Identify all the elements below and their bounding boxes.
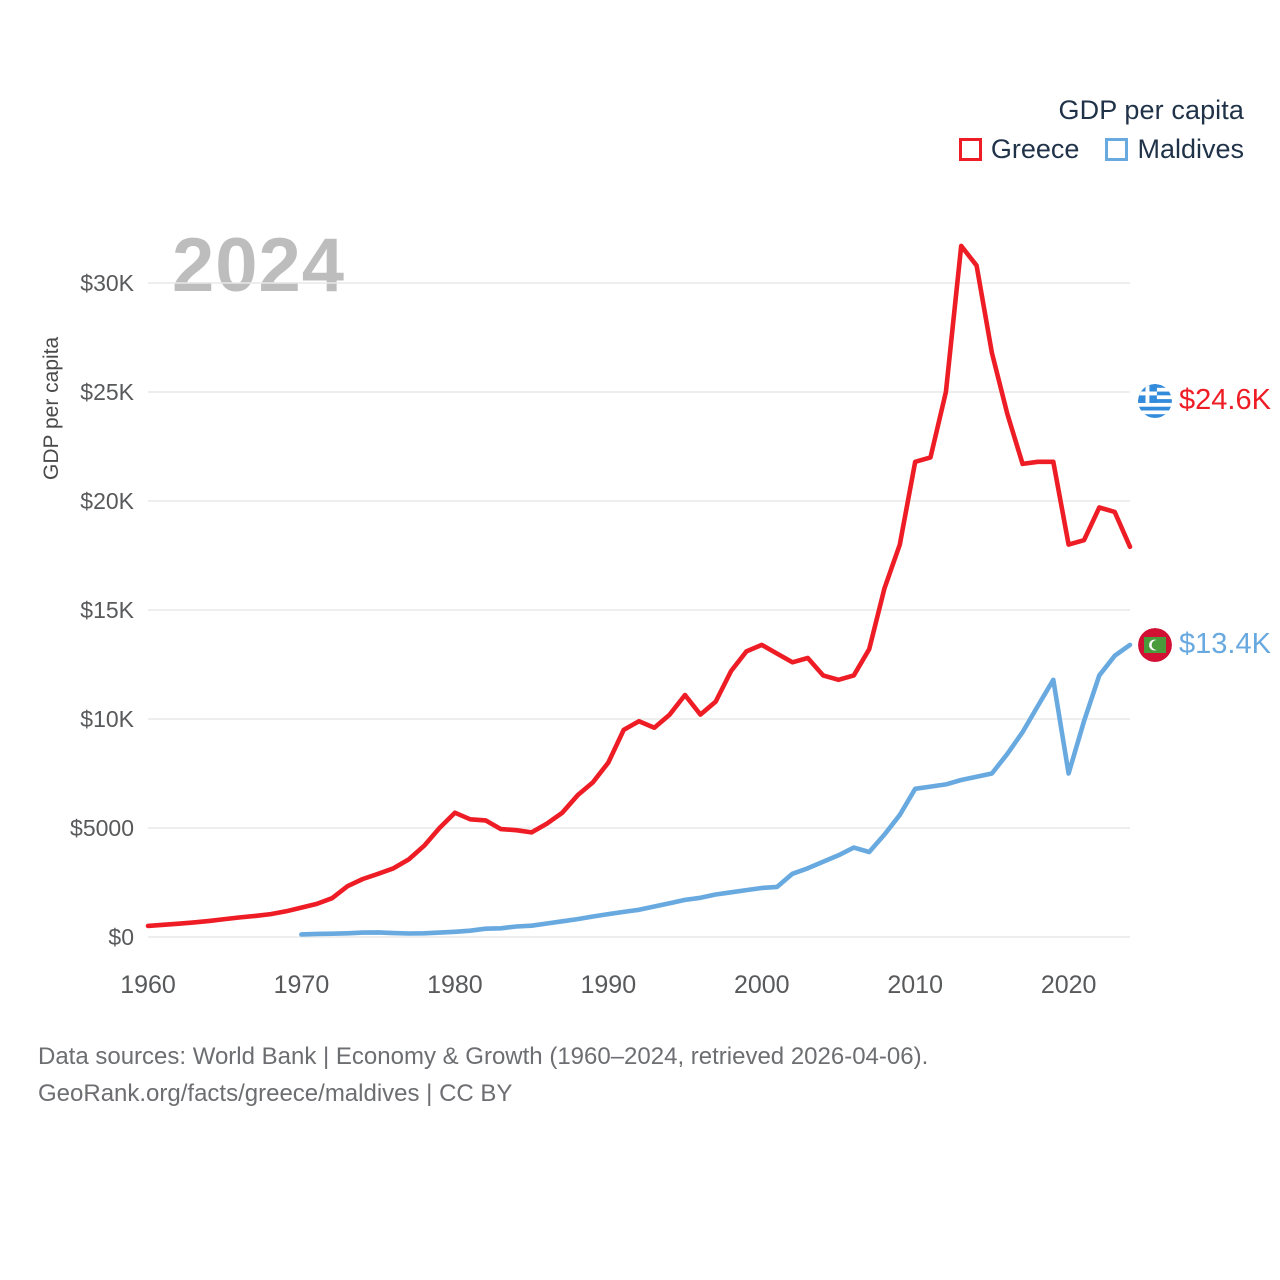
year-watermark: 2024 <box>172 223 346 308</box>
svg-text:2010: 2010 <box>887 971 943 999</box>
footer-line-2: GeoRank.org/facts/greece/maldives | CC B… <box>38 1080 513 1108</box>
svg-text:$20K: $20K <box>80 488 134 514</box>
legend-title: GDP per capita <box>1058 95 1244 125</box>
svg-text:2020: 2020 <box>1041 971 1097 999</box>
legend-items: Greece Maldives <box>958 133 1244 164</box>
footer-line-1: Data sources: World Bank | Economy & Gro… <box>38 1043 929 1070</box>
legend-item-greece[interactable]: Greece <box>958 133 1080 164</box>
svg-text:2000: 2000 <box>734 971 790 999</box>
end-value-maldives: $13.4K <box>1179 628 1271 661</box>
legend-swatch-greece <box>958 137 982 161</box>
legend-item-maldives[interactable]: Maldives <box>1105 133 1244 164</box>
svg-text:1990: 1990 <box>581 971 637 999</box>
svg-text:$15K: $15K <box>80 597 134 623</box>
gridlines <box>148 282 1130 938</box>
maldives-flag-icon <box>1138 627 1172 662</box>
end-value-greece: $24.6K <box>1179 384 1271 417</box>
greece-flag-icon <box>1138 383 1172 418</box>
legend-label-maldives: Maldives <box>1137 133 1244 164</box>
svg-text:1980: 1980 <box>427 971 483 999</box>
svg-text:$0: $0 <box>108 924 134 950</box>
y-tick-labels: $0 $5000 $10K $15K $20K $25K $30K <box>70 270 135 950</box>
svg-text:$5000: $5000 <box>70 815 134 841</box>
legend-swatch-maldives <box>1105 137 1129 161</box>
footer-sources: Data sources: World Bank | Economy & Gro… <box>38 1038 928 1112</box>
svg-text:$10K: $10K <box>80 706 134 732</box>
svg-text:$25K: $25K <box>80 379 134 405</box>
svg-text:1960: 1960 <box>120 971 176 999</box>
end-label-maldives: $13.4K <box>1138 627 1271 662</box>
chart-legend: GDP per capita Greece Maldives <box>958 95 1244 164</box>
end-label-greece: $24.6K <box>1138 383 1271 418</box>
legend-label-greece: Greece <box>990 133 1080 164</box>
series-lines <box>145 243 1133 937</box>
x-tick-labels: 1960 1970 1980 1990 2000 2010 2020 <box>120 971 1096 999</box>
svg-text:$30K: $30K <box>80 270 134 296</box>
svg-text:1970: 1970 <box>274 971 330 999</box>
